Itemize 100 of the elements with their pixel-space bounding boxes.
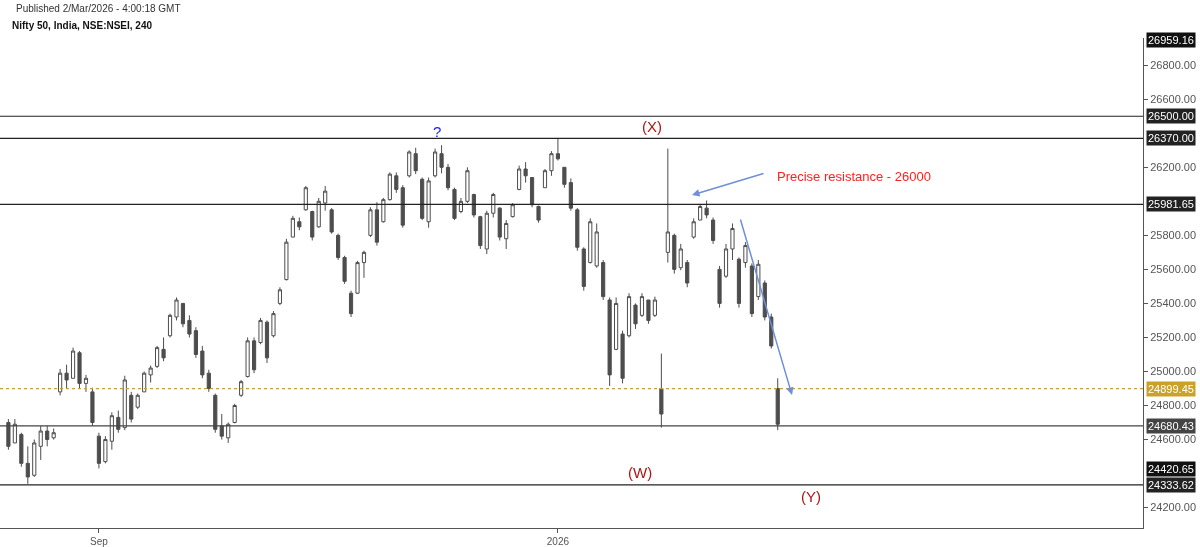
y-tick-label: 25200.00	[1150, 331, 1197, 344]
candlestick	[633, 302, 638, 330]
candlestick	[245, 336, 250, 378]
candlestick	[206, 369, 211, 393]
candlestick	[672, 233, 677, 275]
candlestick	[439, 144, 444, 174]
candlestick	[614, 296, 619, 351]
candlestick	[361, 250, 367, 279]
candlestick	[348, 290, 354, 318]
candlestick	[717, 265, 722, 309]
annotation: ?	[433, 123, 442, 140]
candlestick	[711, 217, 716, 245]
ref-line-label: 24333.62	[1148, 479, 1194, 491]
candlestick	[394, 171, 399, 194]
candlestick	[433, 148, 438, 179]
candlestick	[685, 259, 690, 288]
y-tick-label: 25400.00	[1150, 297, 1197, 310]
candlestick	[297, 217, 302, 231]
candlestick	[723, 243, 729, 279]
candlestick	[646, 299, 651, 325]
candlestick	[594, 222, 599, 269]
candlestick	[704, 199, 709, 219]
candlestick	[58, 368, 63, 396]
candlestick	[19, 432, 24, 468]
candlestick	[478, 215, 483, 250]
candlestick	[271, 310, 276, 338]
candlestick	[420, 177, 425, 221]
candlestick	[730, 222, 735, 261]
ref-line-label: 24899.45	[1148, 383, 1194, 395]
y-tick-label: 24600.00	[1150, 433, 1197, 446]
candlestick	[497, 206, 502, 241]
candlestick	[355, 260, 360, 295]
candlestick	[180, 302, 186, 328]
candlestick	[581, 246, 586, 292]
candlestick	[400, 184, 405, 229]
candlestick	[70, 347, 76, 379]
candlestick	[665, 148, 670, 264]
candlestick	[678, 243, 683, 271]
y-tick-label: 26200.00	[1150, 161, 1197, 174]
candlestick	[381, 197, 386, 224]
candlestick	[193, 326, 198, 359]
candlestick	[264, 319, 270, 364]
candlestick	[504, 219, 509, 250]
candlestick	[426, 177, 431, 229]
candlestick	[749, 262, 754, 318]
text: 24420.65	[1148, 463, 1194, 475]
candlestick	[129, 391, 134, 424]
candlestick	[77, 350, 82, 389]
candlestick	[251, 336, 257, 374]
candlestick	[167, 313, 173, 338]
candlestick	[620, 330, 625, 384]
annotation: (W)	[628, 464, 653, 481]
y-tick-label: 25000.00	[1150, 365, 1197, 378]
candlestick	[25, 445, 30, 485]
candlestick	[413, 147, 418, 175]
x-tick-label: Sep	[90, 536, 109, 547]
candlestick	[542, 168, 548, 189]
ref-line-label: 26370.00	[1148, 132, 1194, 144]
ref-line-label: 26500.00	[1148, 110, 1194, 122]
candlestick	[239, 379, 244, 398]
ref-line-label: 24680.43	[1148, 420, 1194, 432]
candlestick	[607, 296, 612, 387]
candlestick	[174, 296, 179, 321]
y-tick-label: 26600.00	[1150, 93, 1197, 106]
candlestick	[523, 161, 528, 184]
candlestick	[691, 217, 696, 240]
candlestick	[142, 370, 147, 393]
ref-line-label: 25981.65	[1148, 198, 1194, 210]
candlestick	[588, 217, 593, 264]
candlestick	[323, 185, 328, 212]
chart-subtitle: Nifty 50, India, NSE:NSEI, 240	[12, 20, 153, 31]
candlestick	[484, 210, 489, 255]
candlestick	[465, 166, 470, 204]
candlestick	[161, 336, 166, 362]
candlestick	[407, 149, 412, 179]
candlestick	[148, 365, 153, 384]
candlestick	[445, 163, 451, 191]
y-tick-label: 24200.00	[1150, 501, 1197, 514]
candlestick	[736, 256, 742, 309]
candlestick	[626, 292, 632, 338]
candlestick	[232, 403, 237, 424]
candlestick	[155, 345, 160, 369]
y-tick-label: 26800.00	[1150, 59, 1197, 72]
candlestick	[329, 207, 334, 235]
candlestick	[568, 177, 573, 212]
candlestick	[103, 435, 108, 464]
annotation: Precise resistance - 26000	[777, 169, 931, 184]
candlestick	[277, 286, 283, 306]
candlestick	[698, 203, 703, 221]
candlestick	[258, 317, 263, 345]
y-tick-label: 25800.00	[1150, 229, 1197, 242]
candlestick	[471, 193, 476, 218]
candlestick	[135, 393, 140, 410]
candlestick	[64, 364, 69, 389]
candlestick	[536, 205, 541, 224]
candlestick	[452, 187, 457, 221]
candlestick	[316, 197, 321, 229]
candlestick	[51, 427, 56, 441]
candlestick	[555, 137, 561, 161]
candlestick	[83, 374, 89, 393]
